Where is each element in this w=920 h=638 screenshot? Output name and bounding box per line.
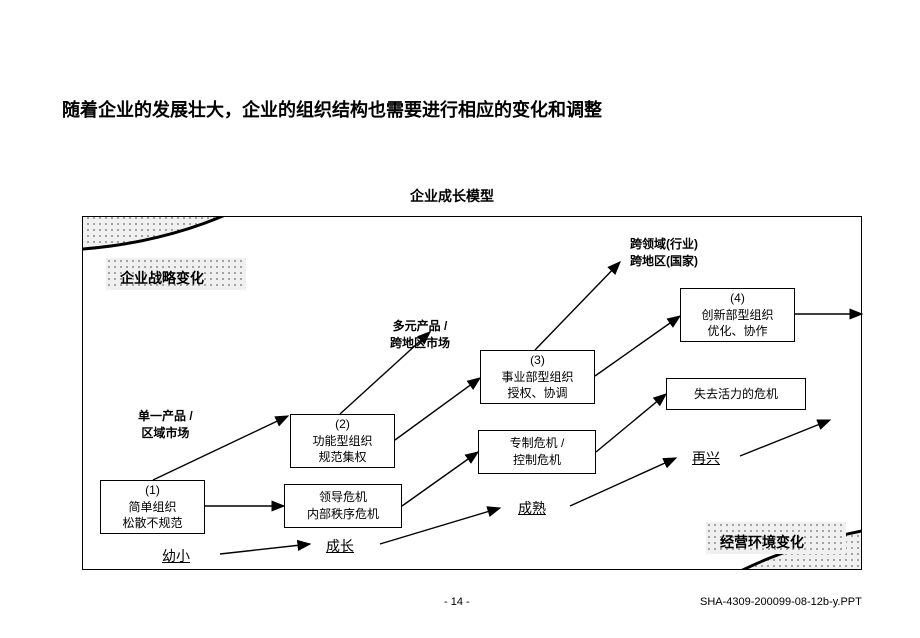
node-2-l1: 功能型组织	[295, 433, 390, 450]
market-label-2: 跨领域(行业) 跨地区(国家)	[630, 236, 698, 270]
node-4-l2: 优化、协作	[685, 323, 790, 340]
stage-0: 幼小	[162, 546, 190, 566]
footer-page-number: - 14 -	[444, 596, 470, 608]
crisis-3: 专制危机 / 控制危机	[478, 430, 596, 474]
node-1-l2: 松散不规范	[105, 515, 200, 532]
market-label-0-l2: 区域市场	[141, 426, 189, 440]
footer-file-name: SHA-4309-200099-08-12b-y.PPT	[700, 596, 862, 608]
node-3: (3) 事业部型组织 授权、协调	[480, 350, 595, 404]
market-label-1-l1: 多元产品 /	[393, 319, 448, 333]
market-label-2-l2: 跨地区(国家)	[630, 254, 698, 268]
node-2: (2) 功能型组织 规范集权	[290, 414, 395, 468]
market-label-0-l1: 单一产品 /	[138, 409, 193, 423]
node-3-num: (3)	[485, 352, 590, 369]
crisis-2-l1: 领导危机	[289, 489, 397, 506]
stage-1: 成长	[326, 536, 354, 556]
node-1-l1: 简单组织	[105, 499, 200, 516]
blob-top-label: 企业战略变化	[120, 268, 204, 288]
node-1: (1) 简单组织 松散不规范	[100, 480, 205, 534]
chart-subtitle: 企业成长模型	[410, 186, 494, 206]
blob-bottom-label: 经营环境变化	[720, 532, 804, 552]
node-2-num: (2)	[295, 416, 390, 433]
stage-2: 成熟	[518, 498, 546, 518]
market-label-2-l1: 跨领域(行业)	[630, 237, 698, 251]
crisis-4-l1: 失去活力的危机	[671, 386, 801, 403]
blob-top	[82, 216, 384, 252]
node-2-l2: 规范集权	[295, 449, 390, 466]
market-label-0: 单一产品 / 区域市场	[138, 408, 193, 442]
page-title: 随着企业的发展壮大，企业的组织结构也需要进行相应的变化和调整	[62, 96, 602, 122]
crisis-2: 领导危机 内部秩序危机	[284, 484, 402, 528]
page: 随着企业的发展壮大，企业的组织结构也需要进行相应的变化和调整 企业成长模型 企业…	[0, 0, 920, 638]
node-3-l2: 授权、协调	[485, 385, 590, 402]
node-4-l1: 创新部型组织	[685, 307, 790, 324]
crisis-3-l2: 控制危机	[483, 452, 591, 469]
node-3-l1: 事业部型组织	[485, 369, 590, 386]
market-label-1-l2: 跨地区市场	[390, 336, 450, 350]
crisis-4: 失去活力的危机	[666, 378, 806, 410]
market-label-1: 多元产品 / 跨地区市场	[390, 318, 450, 352]
crisis-2-l2: 内部秩序危机	[289, 506, 397, 523]
stage-3: 再兴	[692, 448, 720, 468]
crisis-3-l1: 专制危机 /	[483, 435, 591, 452]
node-1-num: (1)	[105, 482, 200, 499]
node-4-num: (4)	[685, 290, 790, 307]
node-4: (4) 创新部型组织 优化、协作	[680, 288, 795, 342]
